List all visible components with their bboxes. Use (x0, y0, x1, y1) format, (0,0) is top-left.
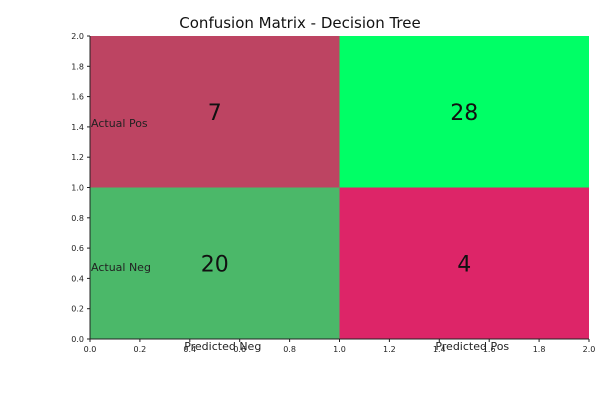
x-tick-label: 0.2 (134, 345, 147, 354)
x-tick-label: 0.6 (233, 345, 246, 354)
heatmap-cells: 7 28 20 4 (90, 36, 589, 339)
y-tick-label: 1.4 (71, 123, 84, 132)
y-tick-label: 0.4 (71, 274, 84, 283)
cell-actual-pos-predicted-neg (90, 36, 340, 188)
cell-actual-neg-predicted-neg-value: 20 (201, 252, 229, 277)
x-tick-label: 1.4 (433, 345, 446, 354)
row-label-actual-pos: Actual Pos (91, 117, 148, 130)
y-tick-label: 0.8 (71, 214, 84, 223)
cell-actual-pos-predicted-pos (339, 36, 589, 188)
y-tick-label: 0.2 (71, 305, 84, 314)
y-tick-label: 1.2 (71, 153, 84, 162)
cell-actual-neg-predicted-neg (90, 187, 340, 339)
axes: 0.0 0.2 0.4 0.6 0.8 1.0 1.2 1.4 1.6 1.8 2.0 0.0 0.2 0… (71, 32, 595, 354)
cell-actual-neg-predicted-pos (339, 187, 589, 339)
x-tick-label: 2.0 (583, 345, 596, 354)
cell-actual-pos-predicted-neg-value: 7 (208, 101, 222, 126)
x-tick-label: 0.4 (183, 345, 196, 354)
y-tick-label: 1.0 (71, 184, 84, 193)
chart-title: Confusion Matrix - Decision Tree (179, 14, 420, 32)
y-tick-label: 0.0 (71, 335, 84, 344)
cell-actual-neg-predicted-pos-value: 4 (457, 252, 471, 277)
y-tick-label: 2.0 (71, 32, 84, 41)
category-labels: Actual Pos Actual Neg Predicted Neg Predict… (91, 117, 509, 353)
y-tick-label: 1.6 (71, 93, 84, 102)
col-label-predicted-pos: Predicted Pos (435, 340, 509, 353)
row-label-actual-neg: Actual Neg (91, 261, 151, 274)
x-tick-label: 1.2 (383, 345, 396, 354)
x-tick-label: 0.0 (84, 345, 97, 354)
col-label-predicted-neg: Predicted Neg (184, 340, 261, 353)
x-tick-label: 0.8 (283, 345, 296, 354)
y-tick-label: 0.6 (71, 244, 84, 253)
y-tick-label: 1.8 (71, 62, 84, 71)
x-tick-label: 1.6 (483, 345, 496, 354)
x-tick-label: 1.8 (533, 345, 546, 354)
x-tick-label: 1.0 (333, 345, 346, 354)
cell-actual-pos-predicted-pos-value: 28 (450, 101, 478, 126)
